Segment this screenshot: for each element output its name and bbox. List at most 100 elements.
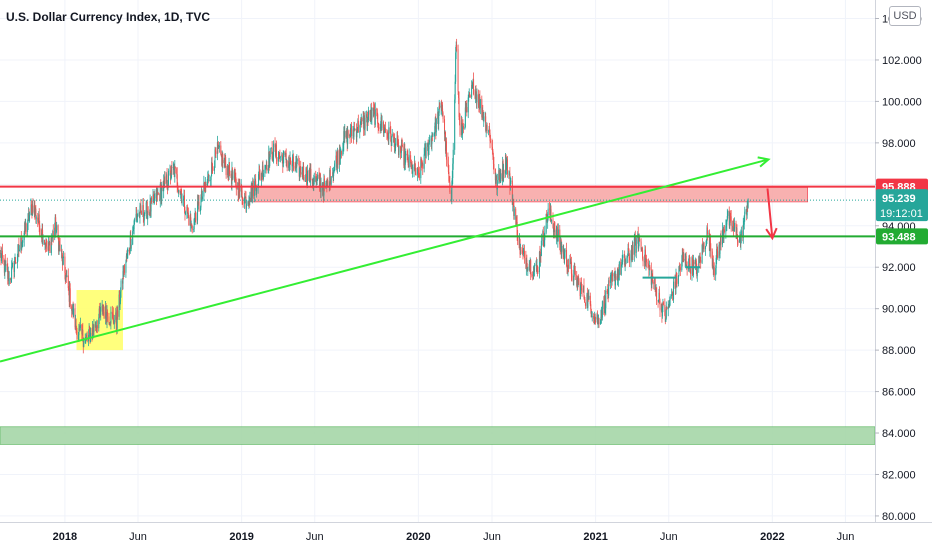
candle-body: [229, 162, 231, 175]
candle-body: [130, 244, 132, 249]
candle-body: [621, 261, 623, 265]
candle-body: [694, 261, 696, 265]
candle-body: [373, 107, 375, 111]
candle-body: [55, 217, 57, 234]
candle-body: [172, 166, 174, 168]
candle-body: [492, 156, 494, 164]
candle-body: [153, 194, 155, 198]
candle-body: [351, 125, 353, 136]
candle-body: [681, 254, 683, 262]
candle-body: [354, 128, 356, 131]
candle-body: [125, 255, 127, 262]
price-tick-label: 88.000: [882, 345, 916, 357]
candle-body: [683, 253, 685, 261]
candle-body: [336, 155, 338, 160]
candle-body: [503, 170, 505, 174]
candle-body: [473, 79, 475, 94]
candle-body: [289, 163, 291, 166]
candle-body: [698, 256, 700, 269]
candle-body: [93, 324, 95, 332]
candle-body: [113, 319, 115, 325]
candle-body: [717, 251, 719, 258]
candle-body: [27, 213, 29, 224]
candle-body: [390, 133, 392, 142]
time-tick-label: 2019: [229, 531, 253, 543]
candle-body: [394, 138, 396, 153]
candle-body: [139, 205, 141, 218]
candle-body: [35, 208, 37, 219]
candle-body: [557, 236, 559, 241]
candle-body: [4, 260, 6, 266]
candle-body: [459, 116, 461, 121]
time-tick-label: 2018: [53, 531, 77, 543]
price-tick-label: 80.000: [882, 511, 916, 523]
candle-body: [89, 329, 91, 333]
candle-body: [65, 276, 67, 282]
candle-body: [502, 161, 504, 176]
candle-body: [98, 308, 100, 318]
candle-body: [733, 223, 735, 230]
candle-body: [143, 213, 145, 221]
price-tick-label: 92.000: [882, 262, 916, 274]
candle-body: [493, 163, 495, 169]
time-axis-ticks[interactable]: 2018 Jun 2019 Jun 2020 Jun 2021 Jun 2022 Jun: [53, 531, 855, 543]
candle-body: [584, 302, 586, 306]
price-axis-panel[interactable]: [875, 0, 932, 522]
candle-body: [622, 256, 624, 262]
candle-body: [747, 199, 749, 208]
candle-body: [317, 174, 319, 179]
candle-body: [723, 229, 725, 239]
candle-body: [628, 256, 630, 261]
candle-body: [494, 168, 496, 181]
candle-body: [635, 238, 637, 253]
candle-body: [428, 149, 430, 155]
candle-body: [225, 157, 227, 167]
candle-body: [534, 264, 536, 271]
candle-body: [719, 243, 721, 254]
candle-body: [617, 270, 619, 281]
time-tick-label: 2020: [406, 531, 430, 543]
candle-body: [153, 198, 155, 203]
candle-body: [418, 170, 420, 173]
candle-body: [147, 211, 149, 220]
candle-body: [342, 144, 344, 150]
candle-body: [640, 241, 642, 250]
candle-body: [451, 185, 453, 201]
candle-body: [716, 249, 718, 258]
support-price-text: 93.488: [882, 231, 916, 243]
candle-body: [488, 130, 490, 132]
candle-body: [496, 180, 498, 190]
candle-body: [150, 198, 152, 212]
candle-body: [401, 145, 403, 147]
time-tick-label: Jun: [483, 531, 501, 543]
candle-body: [145, 202, 147, 214]
candle-body: [96, 325, 98, 329]
candle-body: [292, 156, 294, 166]
candle-body: [667, 306, 669, 309]
candle-body: [433, 133, 435, 135]
candle-body: [384, 126, 386, 129]
candle-body: [466, 107, 468, 113]
candle-body: [260, 172, 262, 181]
candle-body: [442, 113, 444, 120]
candle-body: [705, 244, 707, 247]
candle-body: [228, 176, 230, 178]
candle-body: [17, 244, 19, 257]
candle-body: [360, 118, 362, 124]
candle-body: [656, 287, 658, 301]
candle-body: [581, 288, 583, 293]
candle-body: [211, 161, 213, 177]
candle-countdown: 19:12:01: [880, 208, 923, 220]
candle-body: [727, 210, 729, 217]
candle-body: [475, 91, 477, 93]
candle-body: [482, 111, 484, 115]
currency-selector-button[interactable]: USD: [889, 6, 921, 26]
candle-body: [469, 94, 471, 96]
candle-body: [188, 215, 190, 226]
candle-body: [665, 307, 667, 319]
candle-body: [222, 154, 224, 164]
candle-body: [693, 260, 695, 265]
candle-body: [726, 220, 728, 225]
candle-body: [102, 306, 104, 315]
